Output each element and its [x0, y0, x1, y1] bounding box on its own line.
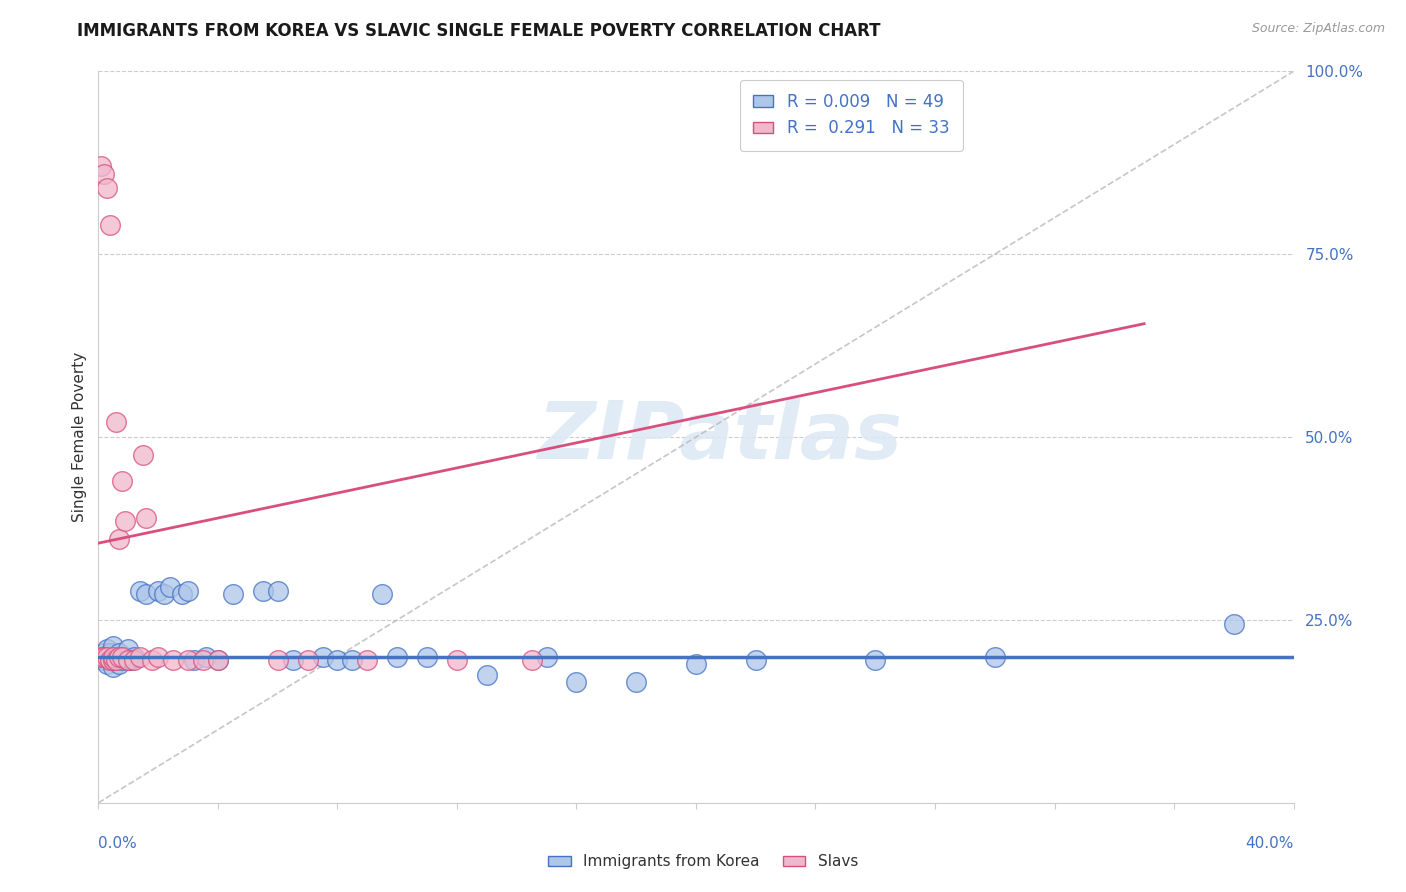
Text: Source: ZipAtlas.com: Source: ZipAtlas.com: [1251, 22, 1385, 36]
Point: [96, 657, 118, 671]
Point: [124, 653, 146, 667]
Point: [117, 642, 139, 657]
Point: [385, 649, 409, 664]
Point: [148, 649, 170, 664]
Point: [108, 657, 131, 671]
Point: [108, 649, 131, 664]
Point: [108, 646, 131, 660]
Point: [685, 657, 707, 671]
Legend: R = 0.009   N = 49, R =  0.291   N = 33: R = 0.009 N = 49, R = 0.291 N = 33: [740, 79, 963, 151]
Point: [103, 660, 125, 674]
Point: [153, 587, 176, 601]
Point: [93, 646, 115, 660]
Point: [195, 649, 218, 664]
Point: [105, 416, 128, 430]
Text: ZIPatlas: ZIPatlas: [537, 398, 903, 476]
Point: [281, 653, 304, 667]
Point: [90, 649, 112, 664]
Point: [162, 653, 184, 667]
Point: [96, 181, 118, 195]
Point: [124, 649, 146, 664]
Point: [191, 653, 214, 667]
Point: [520, 653, 543, 667]
Point: [120, 653, 142, 667]
Point: [114, 649, 136, 664]
Point: [108, 533, 131, 547]
Point: [446, 653, 468, 667]
Point: [267, 653, 290, 667]
Point: [93, 653, 115, 667]
Legend: Immigrants from Korea, Slavs: Immigrants from Korea, Slavs: [541, 848, 865, 875]
Point: [96, 649, 118, 664]
Point: [103, 653, 125, 667]
Point: [135, 510, 157, 524]
Point: [98, 646, 122, 660]
Point: [111, 649, 134, 664]
Point: [172, 587, 194, 601]
Point: [536, 649, 558, 664]
Point: [326, 653, 349, 667]
Point: [342, 653, 364, 667]
Point: [745, 653, 768, 667]
Point: [98, 653, 122, 667]
Point: [129, 583, 152, 598]
Point: [177, 653, 200, 667]
Text: 0.0%: 0.0%: [98, 836, 138, 851]
Point: [90, 160, 112, 174]
Point: [103, 649, 125, 664]
Point: [93, 167, 115, 181]
Point: [103, 639, 125, 653]
Point: [111, 653, 134, 667]
Point: [141, 653, 163, 667]
Point: [626, 675, 648, 690]
Point: [311, 649, 333, 664]
Point: [98, 653, 122, 667]
Point: [148, 583, 170, 598]
Point: [96, 642, 118, 657]
Point: [222, 587, 245, 601]
Point: [267, 583, 290, 598]
Point: [252, 583, 274, 598]
Point: [207, 653, 229, 667]
Point: [111, 474, 134, 488]
Point: [105, 653, 128, 667]
Point: [984, 649, 1007, 664]
Point: [356, 653, 378, 667]
Point: [183, 653, 205, 667]
Point: [90, 649, 112, 664]
Point: [93, 649, 115, 664]
Point: [129, 649, 152, 664]
Point: [117, 653, 139, 667]
Text: IMMIGRANTS FROM KOREA VS SLAVIC SINGLE FEMALE POVERTY CORRELATION CHART: IMMIGRANTS FROM KOREA VS SLAVIC SINGLE F…: [77, 22, 880, 40]
Point: [132, 448, 155, 462]
Point: [111, 649, 134, 664]
Point: [117, 653, 139, 667]
Point: [207, 653, 229, 667]
Point: [565, 675, 588, 690]
Point: [135, 587, 157, 601]
Point: [297, 653, 319, 667]
Point: [475, 667, 498, 681]
Text: 40.0%: 40.0%: [1246, 836, 1294, 851]
Point: [105, 653, 128, 667]
Y-axis label: Single Female Poverty: Single Female Poverty: [72, 352, 87, 522]
Point: [177, 583, 200, 598]
Point: [865, 653, 887, 667]
Point: [114, 514, 136, 528]
Point: [105, 649, 128, 664]
Point: [1223, 616, 1246, 631]
Point: [371, 587, 394, 601]
Point: [416, 649, 439, 664]
Point: [159, 580, 181, 594]
Point: [98, 218, 122, 232]
